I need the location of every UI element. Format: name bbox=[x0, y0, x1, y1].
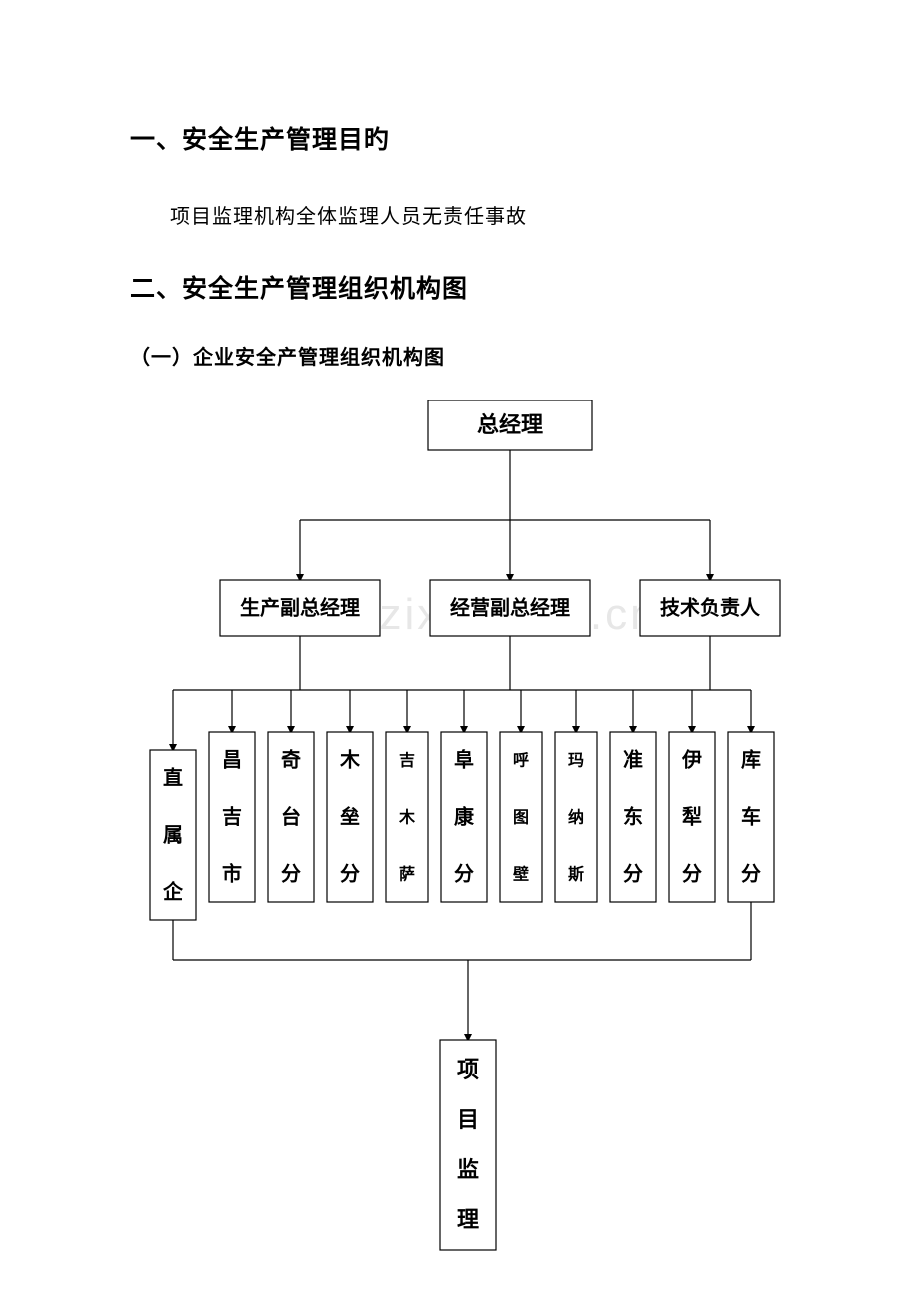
svg-text:壁: 壁 bbox=[513, 865, 529, 884]
svg-text:总经理: 总经理 bbox=[477, 412, 543, 437]
svg-text:分: 分 bbox=[281, 863, 301, 886]
svg-text:呼: 呼 bbox=[513, 752, 529, 770]
svg-text:分: 分 bbox=[682, 863, 702, 886]
svg-text:木: 木 bbox=[398, 808, 416, 827]
svg-text:技术负责人: 技术负责人 bbox=[660, 596, 761, 620]
org-chart: 总经理生产副总经理经营副总经理技术负责人直属企昌吉市奇台分木垒分吉木萨阜康分呼图… bbox=[140, 400, 800, 1260]
svg-text:分: 分 bbox=[623, 863, 643, 886]
svg-text:分: 分 bbox=[741, 863, 761, 886]
svg-text:经营副总经理: 经营副总经理 bbox=[450, 596, 570, 620]
svg-text:分: 分 bbox=[454, 863, 474, 886]
svg-text:斯: 斯 bbox=[568, 865, 584, 884]
svg-text:垒: 垒 bbox=[340, 805, 360, 829]
svg-text:台: 台 bbox=[281, 805, 301, 829]
section-2-sub1: （一）企业安全产管理组织机构图 bbox=[130, 341, 790, 370]
svg-text:生产副总经理: 生产副总经理 bbox=[240, 596, 360, 620]
svg-text:康: 康 bbox=[454, 805, 475, 829]
svg-text:目: 目 bbox=[457, 1107, 479, 1132]
svg-text:分: 分 bbox=[340, 863, 360, 886]
svg-text:玛: 玛 bbox=[568, 752, 584, 770]
svg-text:理: 理 bbox=[457, 1207, 479, 1232]
svg-text:萨: 萨 bbox=[399, 866, 415, 884]
section-1-body: 项目监理机构全体监理人员无责任事故 bbox=[130, 200, 790, 229]
svg-text:吉: 吉 bbox=[222, 806, 242, 829]
svg-text:监: 监 bbox=[457, 1157, 479, 1182]
svg-text:昌: 昌 bbox=[222, 749, 242, 772]
svg-text:伊: 伊 bbox=[681, 749, 702, 772]
svg-text:犁: 犁 bbox=[682, 805, 702, 829]
svg-text:直: 直 bbox=[163, 766, 183, 790]
svg-text:阜: 阜 bbox=[454, 748, 474, 772]
svg-text:准: 准 bbox=[623, 748, 643, 772]
section-2-heading: 二、安全生产管理组织机构图 bbox=[130, 269, 790, 305]
svg-text:纳: 纳 bbox=[568, 808, 584, 827]
svg-text:木: 木 bbox=[339, 748, 361, 772]
svg-text:吉: 吉 bbox=[399, 751, 415, 770]
svg-text:项: 项 bbox=[457, 1057, 479, 1082]
svg-text:企: 企 bbox=[162, 880, 184, 904]
svg-text:市: 市 bbox=[222, 862, 242, 886]
svg-text:属: 属 bbox=[163, 824, 183, 847]
svg-text:车: 车 bbox=[741, 805, 761, 829]
svg-text:奇: 奇 bbox=[281, 748, 301, 772]
section-1-heading: 一、安全生产管理目旳 bbox=[130, 120, 790, 156]
svg-text:图: 图 bbox=[513, 809, 529, 827]
svg-text:东: 东 bbox=[623, 805, 643, 829]
svg-text:库: 库 bbox=[741, 748, 761, 772]
